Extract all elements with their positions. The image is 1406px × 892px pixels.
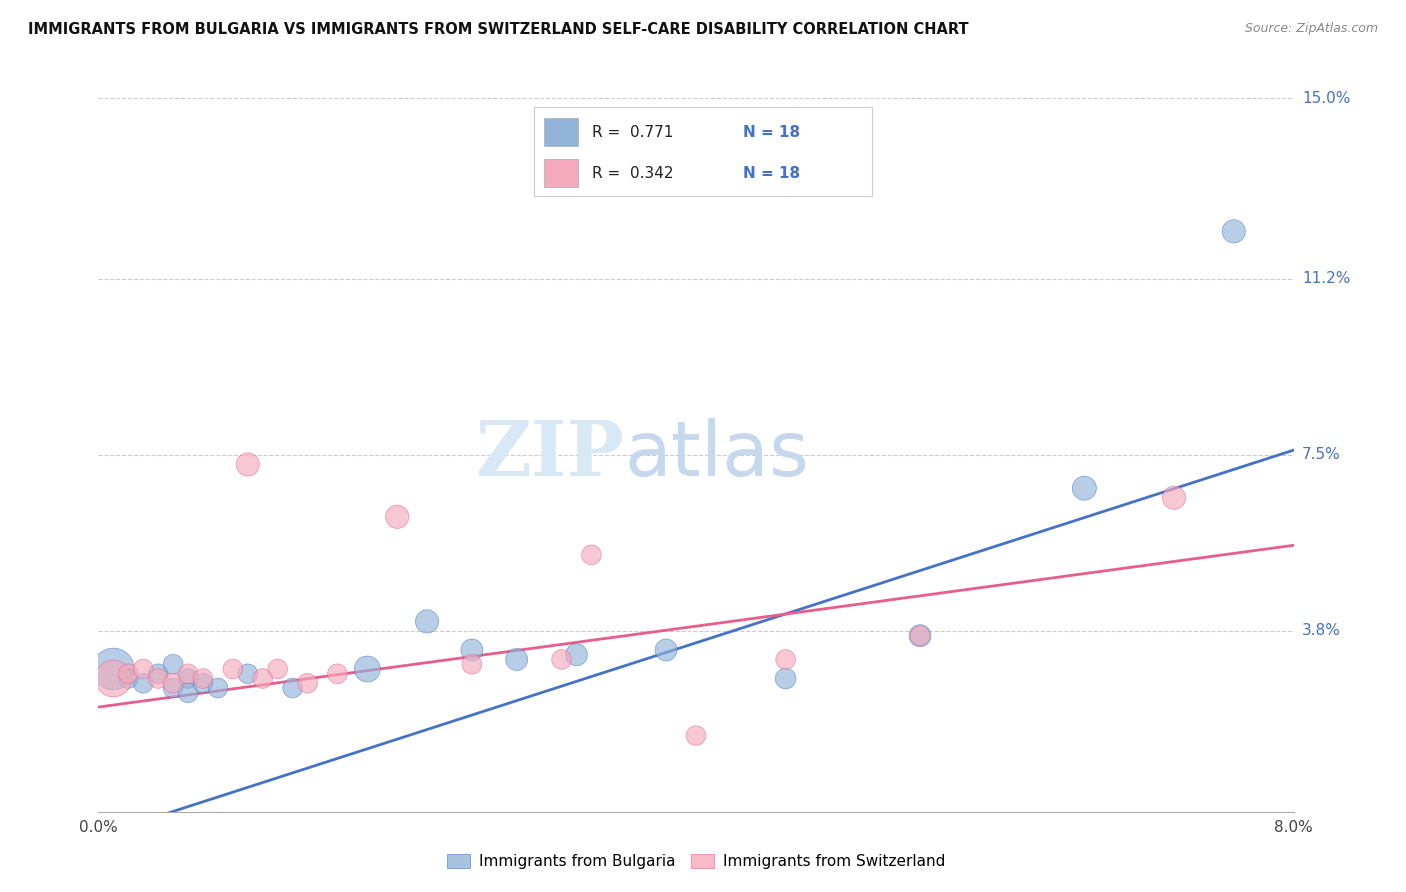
- Point: [148, 666, 170, 681]
- Point: [117, 672, 139, 686]
- Point: [385, 509, 409, 524]
- Point: [550, 652, 572, 666]
- Point: [236, 666, 259, 681]
- Text: Source: ZipAtlas.com: Source: ZipAtlas.com: [1244, 22, 1378, 36]
- Point: [1073, 481, 1095, 495]
- Text: 7.5%: 7.5%: [1302, 448, 1340, 462]
- Point: [177, 672, 200, 686]
- Point: [207, 681, 229, 695]
- Point: [162, 681, 184, 695]
- Text: 15.0%: 15.0%: [1302, 91, 1350, 105]
- Point: [581, 548, 603, 562]
- Text: 3.8%: 3.8%: [1302, 624, 1341, 639]
- Point: [132, 662, 155, 676]
- Bar: [544, 159, 578, 187]
- Text: R =  0.771: R = 0.771: [592, 125, 673, 139]
- Point: [908, 629, 931, 643]
- Point: [775, 652, 797, 666]
- Text: R =  0.342: R = 0.342: [592, 166, 673, 180]
- Text: 11.2%: 11.2%: [1302, 271, 1350, 286]
- Point: [1163, 491, 1185, 505]
- Point: [103, 662, 125, 676]
- Point: [326, 666, 349, 681]
- Point: [236, 458, 259, 472]
- Point: [117, 666, 139, 681]
- Point: [177, 666, 200, 681]
- Text: ZIP: ZIP: [475, 418, 624, 491]
- Bar: [544, 118, 578, 146]
- Point: [103, 672, 125, 686]
- Point: [222, 662, 245, 676]
- Point: [177, 686, 200, 700]
- Point: [356, 662, 378, 676]
- Point: [132, 676, 155, 690]
- Point: [252, 672, 274, 686]
- Point: [416, 615, 439, 629]
- Point: [655, 643, 678, 657]
- Text: IMMIGRANTS FROM BULGARIA VS IMMIGRANTS FROM SWITZERLAND SELF-CARE DISABILITY COR: IMMIGRANTS FROM BULGARIA VS IMMIGRANTS F…: [28, 22, 969, 37]
- Point: [267, 662, 290, 676]
- Point: [162, 676, 184, 690]
- Point: [191, 672, 214, 686]
- Point: [461, 657, 484, 672]
- Point: [775, 672, 797, 686]
- Text: N = 18: N = 18: [744, 125, 800, 139]
- Point: [461, 643, 484, 657]
- Point: [506, 652, 529, 666]
- Point: [685, 729, 707, 743]
- Point: [281, 681, 304, 695]
- Point: [162, 657, 184, 672]
- Point: [297, 676, 319, 690]
- Legend: Immigrants from Bulgaria, Immigrants from Switzerland: Immigrants from Bulgaria, Immigrants fro…: [440, 848, 952, 875]
- Point: [908, 629, 931, 643]
- Point: [148, 672, 170, 686]
- Point: [1222, 224, 1246, 238]
- Point: [565, 648, 588, 662]
- Point: [191, 676, 214, 690]
- Text: atlas: atlas: [624, 418, 808, 491]
- Text: N = 18: N = 18: [744, 166, 800, 180]
